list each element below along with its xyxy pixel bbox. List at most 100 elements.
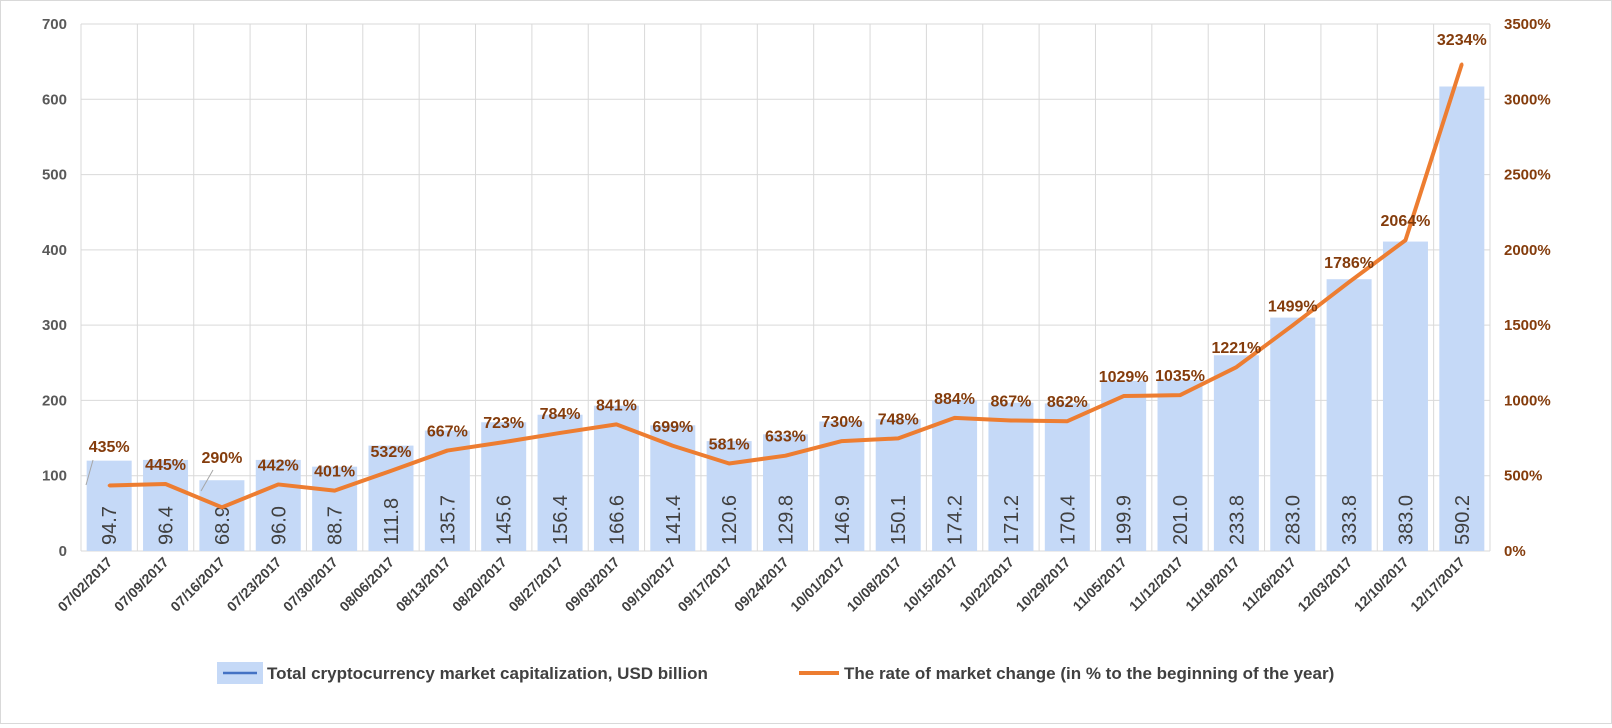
bar-value-label: 68.9 — [212, 506, 234, 545]
x-tick-label: 12/17/2017 — [1407, 554, 1468, 615]
right-tick-label: 1000% — [1504, 392, 1551, 409]
rate-label: 1035% — [1155, 368, 1205, 385]
rate-point — [1234, 365, 1238, 369]
bar — [86, 460, 132, 551]
bar-value-label: 383.0 — [1395, 495, 1417, 545]
bar-value-label: 333.8 — [1339, 495, 1361, 545]
bar — [1326, 279, 1372, 551]
rate-point — [220, 505, 224, 509]
x-tick-label: 11/26/2017 — [1239, 554, 1299, 614]
rate-label: 2064% — [1381, 213, 1431, 230]
right-tick-label: 500% — [1504, 468, 1542, 485]
x-tick-label: 09/03/2017 — [562, 554, 623, 615]
rate-point — [558, 431, 562, 435]
x-tick-label: 07/02/2017 — [54, 554, 115, 615]
x-tick-label: 08/06/2017 — [336, 554, 397, 615]
bar-value-label: 156.4 — [550, 495, 572, 545]
rate-label: 401% — [314, 464, 355, 481]
rate-point — [784, 454, 787, 458]
leader-line — [200, 469, 214, 492]
rate-label: 723% — [483, 415, 524, 432]
bar-value-label: 96.4 — [156, 506, 178, 545]
rate-label: 730% — [821, 414, 862, 431]
bar-value-label: 111.8 — [381, 498, 403, 545]
x-tick-label: 08/20/2017 — [449, 554, 510, 615]
x-tick-label: 08/13/2017 — [393, 554, 454, 615]
bar-value-label: 171.2 — [1001, 495, 1023, 545]
rate-label: 884% — [934, 391, 975, 408]
bar-value-label: 170.4 — [1057, 495, 1079, 545]
x-tick-label: 09/24/2017 — [731, 554, 792, 615]
x-tick-label: 11/19/2017 — [1182, 554, 1242, 614]
right-tick-label: 0% — [1504, 543, 1526, 560]
right-tick-label: 2500% — [1504, 167, 1551, 184]
gridlines — [80, 23, 1491, 552]
rate-point — [1122, 394, 1126, 398]
legend-bar-label: Total cryptocurrency market capitalizati… — [267, 664, 708, 683]
bar — [368, 445, 414, 551]
x-tick-label: 10/22/2017 — [956, 554, 1017, 615]
bar-value-label: 146.9 — [832, 495, 854, 545]
bar — [1044, 403, 1090, 551]
bar — [1213, 355, 1259, 551]
rate-label: 532% — [371, 444, 412, 461]
right-axis: 0% 500% 1000% 1500% 2000% 2500% 3000% 3500% — [1504, 16, 1551, 560]
x-axis: 07/02/201707/09/201707/16/201707/23/2017… — [54, 554, 1468, 615]
bar — [875, 419, 921, 551]
left-tick-label: 700 — [42, 16, 67, 33]
rate-label: 1029% — [1099, 369, 1149, 386]
rate-label: 1786% — [1324, 255, 1374, 272]
x-tick-label: 11/05/2017 — [1069, 554, 1129, 614]
x-tick-label: 08/27/2017 — [505, 554, 566, 615]
rate-label: 867% — [990, 393, 1031, 410]
bar — [988, 402, 1034, 551]
bar-value-label: 96.0 — [268, 506, 290, 545]
rate-point — [333, 489, 337, 493]
bar-value-label: 174.2 — [945, 495, 967, 545]
rate-label: 862% — [1047, 394, 1088, 411]
x-tick-label: 12/03/2017 — [1294, 554, 1355, 615]
rate-point — [671, 444, 675, 448]
bar — [1439, 86, 1485, 551]
rate-point — [107, 484, 111, 488]
bar-value-labels: 94.7 96.4 68.9 96.0 88.7 111.8 135.7 145.6 156.4… — [99, 495, 1474, 545]
rate-point — [614, 422, 618, 426]
x-tick-label: 10/29/2017 — [1013, 554, 1074, 615]
x-tick-label: 07/30/2017 — [280, 554, 341, 615]
leader-line — [85, 459, 94, 486]
left-tick-label: 400 — [42, 242, 67, 259]
left-tick-label: 300 — [42, 317, 67, 334]
left-tick-label: 600 — [42, 91, 67, 108]
bar-value-label: 150.1 — [888, 495, 910, 545]
rate-label: 290% — [201, 450, 242, 467]
x-tick-label: 07/09/2017 — [111, 554, 172, 615]
rate-point — [953, 416, 957, 420]
bar-value-label: 120.6 — [719, 495, 741, 545]
rate-label: 748% — [878, 411, 919, 428]
rate-label: 784% — [540, 406, 581, 423]
x-tick-label: 10/15/2017 — [900, 554, 961, 615]
x-tick-label: 10/08/2017 — [843, 554, 904, 615]
x-tick-label: 10/01/2017 — [787, 554, 848, 615]
rate-line — [107, 62, 1464, 510]
left-tick-label: 500 — [42, 167, 67, 184]
rate-point — [502, 440, 506, 444]
bar-value-label: 233.8 — [1226, 495, 1248, 545]
bar-value-label: 145.6 — [494, 495, 516, 545]
rate-label: 841% — [596, 397, 637, 414]
rate-label: 435% — [89, 439, 130, 456]
bar-value-label: 201.0 — [1170, 495, 1192, 545]
rate-point — [1291, 323, 1295, 327]
rate-label: 1221% — [1211, 340, 1261, 357]
rate-label: 581% — [709, 437, 750, 454]
legend: Total cryptocurrency market capitalizati… — [217, 662, 1334, 684]
rate-point — [1178, 393, 1182, 397]
left-tick-label: 100 — [42, 468, 67, 485]
rate-label: 442% — [258, 457, 299, 474]
rate-point — [1460, 62, 1464, 66]
rate-point — [896, 436, 900, 440]
rate-point — [164, 482, 168, 486]
rate-point — [1347, 280, 1351, 284]
bar-value-label: 199.9 — [1114, 495, 1136, 545]
